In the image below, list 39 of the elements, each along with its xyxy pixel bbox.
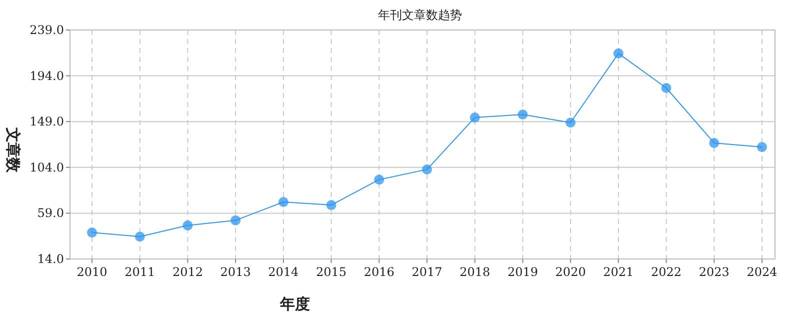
point bbox=[613, 48, 624, 58]
point bbox=[374, 174, 384, 185]
x-tick-label: 2010 bbox=[76, 265, 108, 279]
x-tick-label: 2013 bbox=[220, 265, 251, 279]
x-axis-title: 年度 bbox=[279, 295, 310, 313]
x-tick-label: 2015 bbox=[316, 265, 347, 279]
x-tick-label: 2020 bbox=[555, 265, 586, 279]
point bbox=[230, 215, 241, 226]
point bbox=[661, 83, 672, 94]
x-tick-label: 2011 bbox=[124, 265, 156, 279]
point bbox=[470, 112, 480, 123]
x-tick-label: 2022 bbox=[651, 265, 682, 279]
x-tick-label: 2014 bbox=[268, 265, 300, 279]
y-tick-label: 59.0 bbox=[37, 206, 64, 220]
point bbox=[518, 109, 528, 120]
y-tick-label: 14.0 bbox=[37, 252, 64, 266]
chart-title: 年刊文章数趋势 bbox=[378, 8, 462, 22]
x-tick-label: 2024 bbox=[746, 265, 778, 279]
point bbox=[422, 164, 432, 174]
point bbox=[134, 232, 145, 242]
point bbox=[87, 228, 97, 238]
y-tick-label: 104.0 bbox=[30, 160, 64, 174]
y-tick-label: 194.0 bbox=[30, 68, 64, 83]
y-tick-label: 239.0 bbox=[30, 23, 64, 37]
x-tick-label: 2019 bbox=[507, 265, 538, 279]
point bbox=[757, 142, 767, 152]
x-tick-label: 2023 bbox=[698, 265, 730, 279]
x-tick-label: 2012 bbox=[172, 265, 203, 279]
y-tick-label: 149.0 bbox=[30, 114, 64, 129]
point bbox=[326, 200, 336, 210]
x-tick-label: 2017 bbox=[412, 265, 442, 279]
point bbox=[182, 220, 193, 230]
point bbox=[566, 118, 576, 128]
point bbox=[709, 138, 720, 148]
x-tick-label: 2021 bbox=[603, 265, 634, 279]
x-tick-label: 2018 bbox=[460, 265, 490, 279]
x-tick-label: 2016 bbox=[364, 265, 394, 279]
point bbox=[278, 197, 288, 208]
y-axis-title: 文章数 bbox=[4, 126, 22, 174]
